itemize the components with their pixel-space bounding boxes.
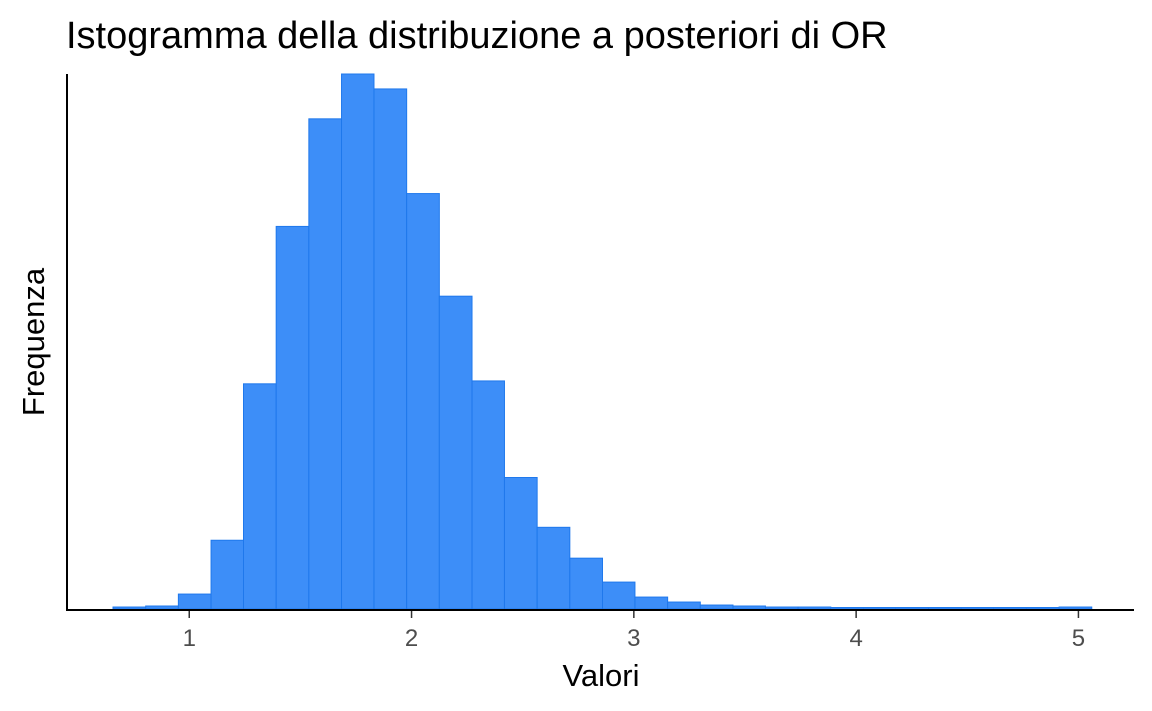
histogram-bar-22 <box>830 607 864 610</box>
histogram-bar-18 <box>699 604 734 610</box>
histogram-bar-14 <box>569 557 604 610</box>
histogram-bar-25 <box>928 607 962 610</box>
histogram-bar-26 <box>960 607 995 610</box>
histogram-bar-4 <box>243 383 277 610</box>
histogram-bar-5 <box>275 225 310 610</box>
histogram-bar-19 <box>732 605 766 610</box>
x-tick-label-1: 2 <box>405 625 418 652</box>
histogram-bar-17 <box>667 601 701 610</box>
x-tick-label-4: 5 <box>1072 625 1085 652</box>
histogram-bar-9 <box>406 193 440 610</box>
histogram-bar-2 <box>177 593 212 610</box>
histogram-bar-1 <box>145 605 179 610</box>
histogram-bar-7 <box>341 73 375 610</box>
histogram-bar-3 <box>210 539 245 610</box>
x-tick-label-2: 3 <box>627 625 640 652</box>
histogram-bar-8 <box>373 88 408 610</box>
histogram-bar-23 <box>862 607 897 610</box>
histogram-bar-16 <box>634 596 669 610</box>
histogram-bar-13 <box>536 526 571 610</box>
x-tick-label-3: 4 <box>849 625 862 652</box>
histogram-bar-12 <box>503 477 538 610</box>
x-tick-label-0: 1 <box>183 625 196 652</box>
histogram-bar-6 <box>308 118 343 610</box>
y-axis-title: Frequenza <box>16 267 51 416</box>
histogram-bar-27 <box>993 607 1027 610</box>
bars-layer <box>112 73 1093 610</box>
histogram-bar-21 <box>797 606 832 610</box>
histogram-bar-11 <box>471 380 505 610</box>
x-ticks-layer: 1 2 3 4 5 <box>183 611 1085 652</box>
histogram-bar-29 <box>1058 606 1093 610</box>
histogram-bar-15 <box>602 581 636 610</box>
histogram-bar-24 <box>895 607 930 610</box>
histogram-bar-28 <box>1025 607 1060 610</box>
chart-title: Istogramma della distribuzione a posteri… <box>66 15 888 57</box>
histogram-bar-20 <box>764 606 799 610</box>
histogram-bar-10 <box>438 295 473 610</box>
histogram-bar-0 <box>112 606 147 610</box>
x-axis-title: Valori <box>563 658 640 693</box>
